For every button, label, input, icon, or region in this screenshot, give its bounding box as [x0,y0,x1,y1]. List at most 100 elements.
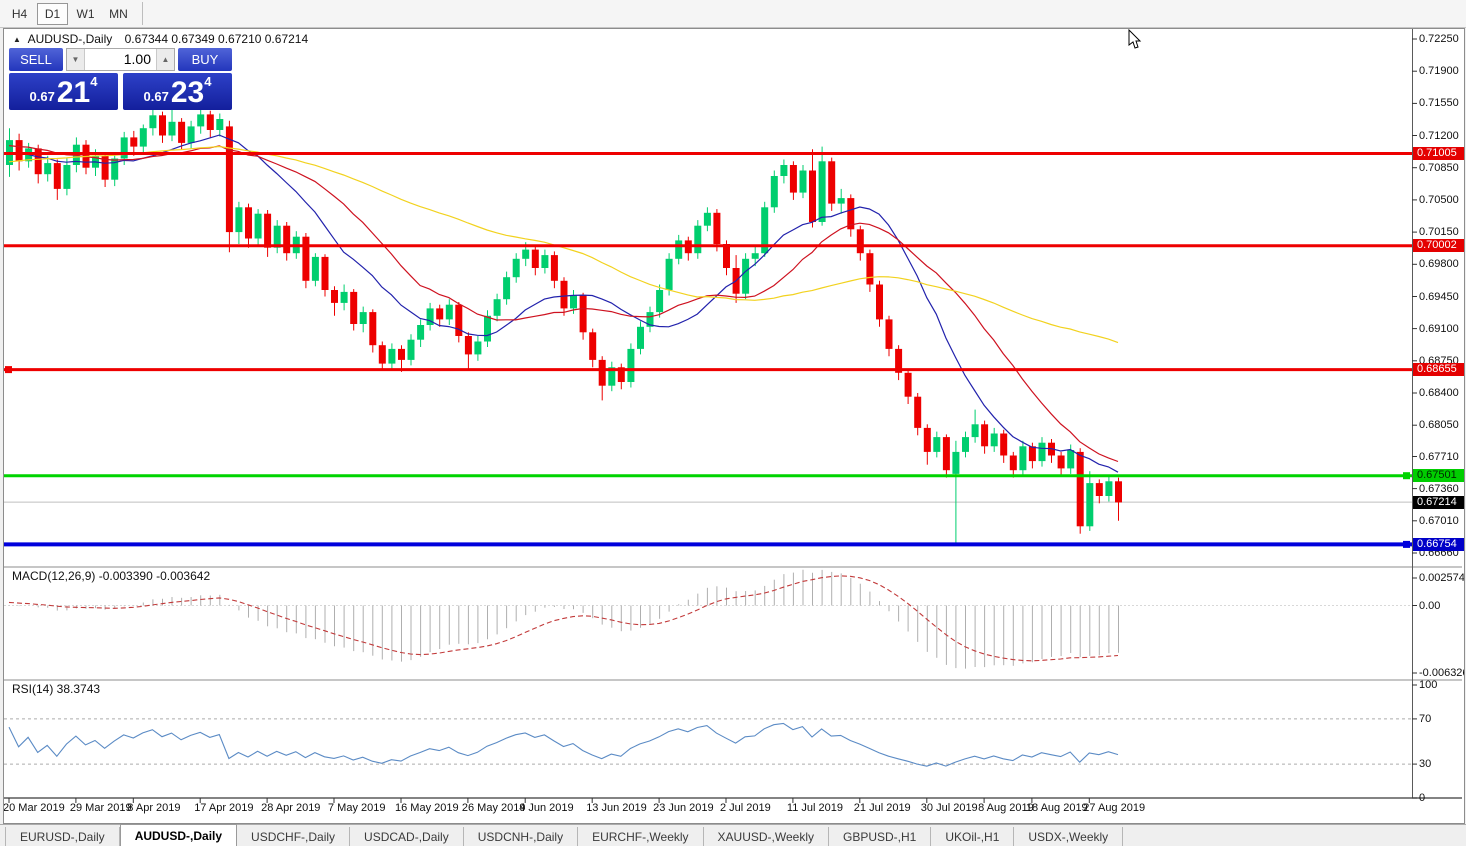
level-badge-0.70002: 0.70002 [1413,239,1464,253]
chart-tab-USDCNH-Daily[interactable]: USDCNH-,Daily [464,827,579,846]
date-label-8-Apr-2019: 8 Apr 2019 [127,802,181,814]
buy-price-pip: 4 [204,74,212,89]
rsi-tick-100: 100 [1419,679,1438,691]
date-label-21-Jul-2019: 21 Jul 2019 [853,802,911,814]
buy-button[interactable]: BUY [178,48,232,71]
ma-fast-line [8,134,1119,473]
price-tick-0.69800: 0.69800 [1419,258,1459,271]
price-tick-0.67010: 0.67010 [1419,514,1459,527]
buy-price-display[interactable]: 0.67 23 4 [123,73,232,110]
chart-tab-UKOil-H1[interactable]: UKOil-,H1 [931,827,1015,846]
one-click-trading-panel: SELL ▼ 1.00 ▲ BUY 0.67 21 4 0.67 23 4 [9,48,232,110]
macd-panel [4,569,1412,669]
rsi-line [8,722,1119,767]
level-badge-0.67501: 0.67501 [1413,469,1464,483]
date-label-30-Jul-2019: 30 Jul 2019 [920,802,978,814]
volume-decrease-icon[interactable]: ▼ [67,49,85,70]
chart-tab-AUDUSD-Daily[interactable]: AUDUSD-,Daily [119,824,238,846]
toolbar-separator [142,2,143,25]
ohlc-values: 0.67344 0.67349 0.67210 0.67214 [124,32,309,46]
volume-stepper: ▼ 1.00 ▲ [66,48,175,71]
sell-price-big: 21 [56,76,91,109]
macd-label: MACD(12,26,9) -0.003390 -0.003642 [12,569,211,583]
level-badge-0.71005: 0.71005 [1413,147,1464,160]
chart-window: ▲ AUDUSD-,Daily 0.67344 0.67349 0.67210 … [3,28,1465,824]
date-label-26-May-2019: 26 May 2019 [461,802,526,814]
date-label-17-Apr-2019: 17 Apr 2019 [194,802,254,814]
chart-tab-XAUUSD-Weekly[interactable]: XAUUSD-,Weekly [704,827,829,846]
rsi-label: RSI(14) 38.3743 [12,682,101,696]
chart-tab-USDCHF-Daily[interactable]: USDCHF-,Daily [237,827,351,846]
date-label-27-Aug-2019: 27 Aug 2019 [1083,802,1146,814]
chart-tab-USDCAD-Daily[interactable]: USDCAD-,Daily [350,827,464,846]
date-label-28-Apr-2019: 28 Apr 2019 [261,802,321,814]
level-badge-0.66754: 0.66754 [1413,537,1464,551]
current-price-badge: 0.67214 [1413,495,1464,509]
macd-tick-0.002574: 0.002574 [1419,572,1465,584]
ma-slow-line [8,145,1119,344]
price-tick-0.68050: 0.68050 [1419,419,1459,432]
chart-canvas[interactable] [4,29,1462,821]
timeframe-button-MN[interactable]: MN [109,6,128,21]
price-tick-0.69100: 0.69100 [1419,322,1459,335]
timeframe-button-W1[interactable]: W1 [76,6,95,21]
sell-price-display[interactable]: 0.67 21 4 [9,73,118,110]
timeframe-button-D1[interactable]: D1 [37,2,68,25]
timeframe-button-H4[interactable]: H4 [11,6,28,21]
level-handle-right-0.67501[interactable] [1403,472,1410,480]
price-tick-0.67710: 0.67710 [1419,450,1459,463]
date-label-16-May-2019: 16 May 2019 [395,802,459,814]
date-label-20-Mar-2019: 20 Mar 2019 [3,802,65,814]
price-tick-0.70500: 0.70500 [1419,193,1459,206]
rsi-panel [4,718,1412,767]
date-label-7-May-2019: 7 May 2019 [328,802,386,814]
buy-price-big: 23 [170,76,205,109]
volume-increase-icon[interactable]: ▲ [156,49,174,70]
level-handle-right-0.66754[interactable] [1403,540,1410,548]
timeframe-toolbar: H4 D1 W1 MN [0,0,1466,28]
volume-input[interactable]: 1.00 [123,51,151,67]
date-label-29-Mar-2019: 29 Mar 2019 [69,802,132,814]
price-tick-0.71200: 0.71200 [1419,129,1459,142]
price-tick-0.68400: 0.68400 [1419,387,1459,399]
price-tick-0.71550: 0.71550 [1419,97,1459,110]
price-tick-0.67360: 0.67360 [1419,482,1459,495]
mouse-cursor [1128,29,1142,49]
chart-tab-USDX-Weekly[interactable]: USDX-,Weekly [1014,827,1124,846]
candlestick-series [6,107,1122,543]
price-tick-0.71900: 0.71900 [1419,65,1459,78]
chart-title: ▲ AUDUSD-,Daily 0.67344 0.67349 0.67210 … [13,32,308,46]
chart-tab-bar: EURUSD-,Daily AUDUSD-,Daily USDCHF-,Daily U… [0,824,1466,846]
collapse-panel-icon[interactable]: ▲ [13,35,21,44]
chart-tab-EURUSD-Daily[interactable]: EURUSD-,Daily [5,827,120,846]
price-tick-0.70850: 0.70850 [1419,161,1459,174]
rsi-tick-0: 0 [1419,792,1426,804]
date-label-13-Jun-2019: 13 Jun 2019 [586,802,647,814]
sell-button[interactable]: SELL [9,48,63,71]
macd-signal-line [8,575,1119,662]
price-tick-0.69450: 0.69450 [1419,290,1459,303]
date-label-11-Jul-2019: 11 Jul 2019 [786,802,843,814]
sell-price-prefix: 0.67 [29,89,55,104]
price-tick-0.72250: 0.72250 [1419,33,1459,45]
date-label-18-Aug-2019: 18 Aug 2019 [1025,802,1088,814]
buy-price-prefix: 0.67 [143,89,169,104]
chart-tab-GBPUSD-H1[interactable]: GBPUSD-,H1 [829,827,932,846]
macd-tick-0.00: 0.00 [1419,599,1441,612]
rsi-tick-70: 70 [1419,712,1432,725]
level-badge-0.68655: 0.68655 [1413,363,1464,377]
date-label-2-Jul-2019: 2 Jul 2019 [720,802,771,814]
macd-tick--0.006326: -0.006326 [1419,667,1465,679]
rsi-tick-30: 30 [1419,758,1432,771]
macd-histogram [9,569,1119,669]
level-handle-left-0.68655[interactable] [5,366,12,374]
price-tick-0.70150: 0.70150 [1419,226,1459,239]
date-label-23-Jun-2019: 23 Jun 2019 [653,802,714,814]
sell-price-pip: 4 [90,74,98,89]
chart-tab-EURCHF-Weekly[interactable]: EURCHF-,Weekly [578,827,704,846]
ma-medium-line [8,145,1119,463]
date-label-8-Aug-2019: 8 Aug 2019 [978,802,1034,814]
date-label-4-Jun-2019: 4 Jun 2019 [519,802,574,814]
symbol-label: AUDUSD-,Daily [27,32,113,46]
